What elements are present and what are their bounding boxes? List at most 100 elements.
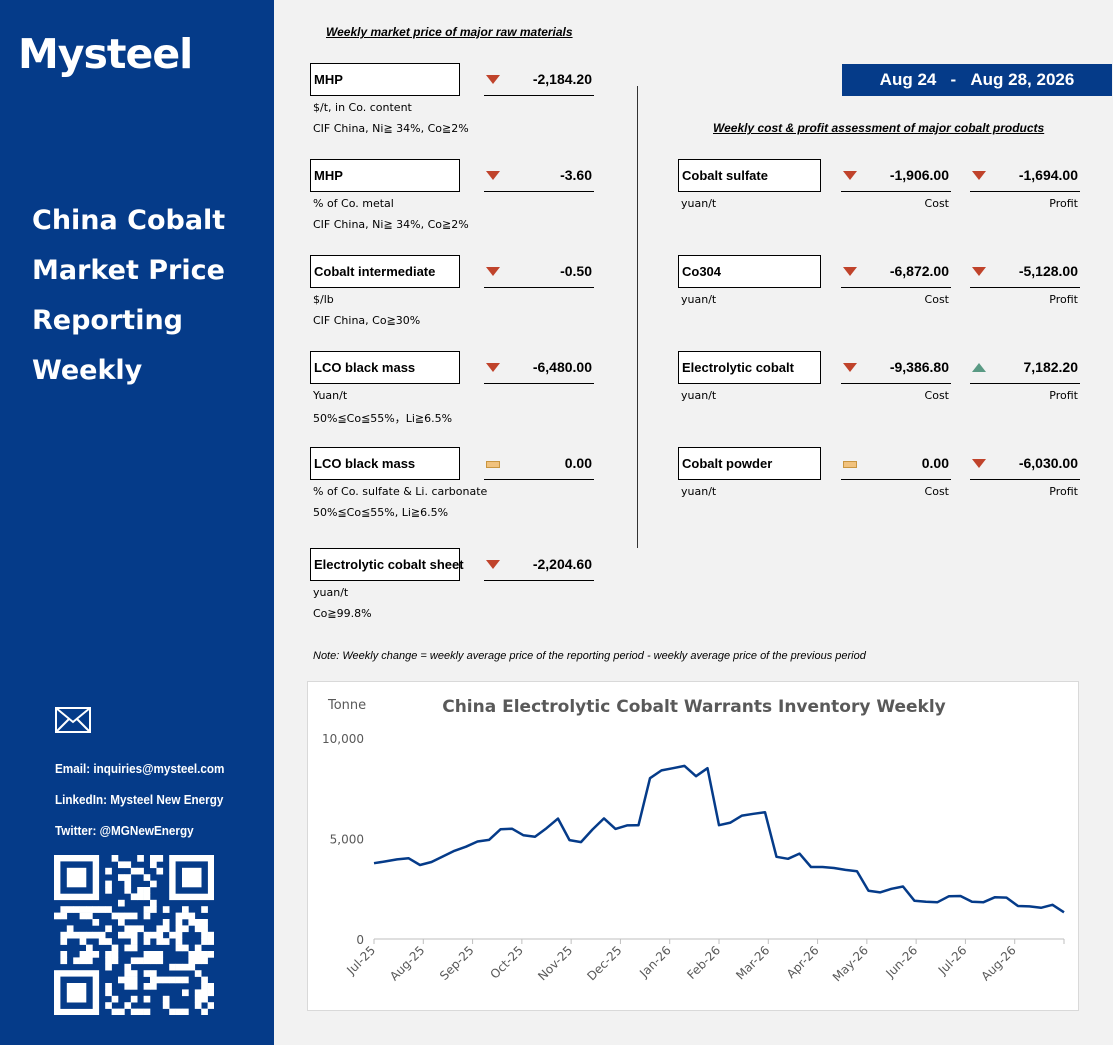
raw-material-name: Electrolytic cobalt sheet	[310, 548, 464, 581]
trend-flat-icon	[843, 459, 857, 469]
chart-title: China Electrolytic Cobalt Warrants Inven…	[442, 697, 946, 717]
cost-label: Cost	[924, 293, 949, 306]
product-cost-change: 0.00	[841, 447, 951, 480]
chart-x-tick-label: Aug-26	[979, 943, 1019, 983]
envelope-icon	[55, 707, 91, 733]
report-title-line: Reporting	[32, 305, 184, 336]
raw-material-unit: Yuan/t	[313, 389, 348, 402]
report-title-line: Weekly	[32, 355, 143, 386]
report-title: China Cobalt Market Price Reporting Week…	[32, 196, 225, 396]
trend-down-icon	[972, 171, 986, 181]
chart-y-tick-label: 10,000	[322, 732, 364, 746]
raw-material-spec: CIF China, Co≧30%	[313, 314, 421, 327]
raw-material-name: LCO black mass	[310, 447, 460, 480]
product-name: Electrolytic cobalt	[678, 351, 821, 384]
raw-material-change: -2,204.60	[484, 548, 594, 581]
chart-x-tick-label: Feb-26	[684, 943, 723, 982]
trend-down-icon	[843, 267, 857, 277]
qr-code	[54, 855, 214, 1015]
product-unit: yuan/t	[681, 293, 717, 306]
raw-material-change: -2,184.20	[484, 63, 594, 96]
raw-material-spec: 50%≦Co≦55%，Li≧6.5%	[313, 412, 453, 425]
raw-material-unit: $/t, in Co. content	[313, 101, 412, 114]
profit-label: Profit	[1049, 293, 1078, 306]
raw-material-change: -0.50	[484, 255, 594, 288]
product-unit: yuan/t	[681, 485, 717, 498]
chart-x-tick-label: Jul-26	[935, 943, 970, 978]
trend-down-icon	[486, 75, 500, 85]
product-profit-change: -6,030.00	[970, 447, 1080, 480]
raw-material-change: 0.00	[484, 447, 594, 480]
raw-material-change: -6,480.00	[484, 351, 594, 384]
product-unit: yuan/t	[681, 389, 717, 402]
chart-x-tick-label: Jun-26	[883, 943, 921, 981]
profit-label: Profit	[1049, 485, 1078, 498]
cost-label: Cost	[924, 197, 949, 210]
chart-y-tick-label: 0	[356, 933, 364, 947]
footnote: Note: Weekly change = weekly average pri…	[313, 650, 866, 662]
raw-material-unit: yuan/t	[313, 586, 349, 599]
raw-material-unit: $/lb	[313, 293, 334, 306]
raw-materials-heading: Weekly market price of major raw materia…	[326, 25, 573, 39]
product-profit-change: -1,694.00	[970, 159, 1080, 192]
raw-material-name: MHP	[310, 159, 460, 192]
chart-x-tick-label: Nov-25	[535, 943, 575, 983]
inventory-chart-svg: China Electrolytic Cobalt Warrants Inven…	[322, 697, 1065, 984]
profit-label: Profit	[1049, 389, 1078, 402]
raw-material-name: LCO black mass	[310, 351, 460, 384]
raw-material-spec: CIF China, Ni≧ 34%, Co≧2%	[313, 218, 469, 231]
raw-material-unit: % of Co. sulfate & Li. carbonate	[313, 485, 488, 498]
twitter-link[interactable]: Twitter: @MGNewEnergy	[55, 823, 194, 838]
trend-down-icon	[486, 363, 500, 373]
cost-profit-heading: Weekly cost & profit assessment of major…	[713, 121, 1045, 135]
trend-down-icon	[486, 267, 500, 277]
cost-label: Cost	[924, 389, 949, 402]
chart-y-axis-label: Tonne	[327, 698, 366, 713]
trend-down-icon	[486, 560, 500, 570]
trend-down-icon	[486, 171, 500, 181]
trend-down-icon	[972, 459, 986, 469]
date-separator: -	[950, 70, 957, 89]
trend-flat-icon	[486, 459, 500, 469]
cost-label: Cost	[924, 485, 949, 498]
product-profit-change: -5,128.00	[970, 255, 1080, 288]
chart-x-tick-label: Jan-26	[636, 943, 674, 981]
raw-material-change: -3.60	[484, 159, 594, 192]
linkedin-link[interactable]: LinkedIn: Mysteel New Energy	[55, 792, 224, 807]
trend-up-icon	[972, 363, 986, 373]
chart-y-tick-label: 5,000	[330, 833, 364, 847]
profit-label: Profit	[1049, 197, 1078, 210]
raw-material-name: MHP	[310, 63, 460, 96]
chart-x-tick-label: Oct-25	[488, 943, 526, 981]
column-divider	[637, 86, 638, 548]
report-title-line: Market Price	[32, 255, 225, 286]
product-name: Co304	[678, 255, 821, 288]
date-range-badge: Aug 24 - Aug 28, 2026	[842, 64, 1112, 96]
date-end: Aug 28, 2026	[970, 70, 1075, 89]
raw-material-spec: Co≧99.8%	[313, 607, 372, 620]
report-title-line: China Cobalt	[32, 205, 226, 236]
raw-material-unit: % of Co. metal	[313, 197, 394, 210]
inventory-chart: China Electrolytic Cobalt Warrants Inven…	[307, 681, 1079, 1011]
raw-material-spec: 50%≦Co≦55%, Li≧6.5%	[313, 506, 449, 519]
raw-material-name: Cobalt intermediate	[310, 255, 460, 288]
chart-x-tick-label: Mar-26	[733, 943, 772, 982]
raw-material-spec: CIF China, Ni≧ 34%, Co≧2%	[313, 122, 469, 135]
chart-x-tick-label: Sep-25	[437, 943, 477, 983]
email-link[interactable]: Email: inquiries@mysteel.com	[55, 761, 225, 776]
mysteel-logo: Mysteel	[18, 30, 193, 78]
product-cost-change: -6,872.00	[841, 255, 951, 288]
product-name: Cobalt sulfate	[678, 159, 821, 192]
chart-x-tick-label: Dec-25	[584, 943, 624, 983]
chart-x-tick-label: Jul-25	[343, 943, 378, 978]
date-start: Aug 24	[879, 70, 937, 89]
sidebar: Mysteel China Cobalt Market Price Report…	[0, 0, 274, 1045]
product-cost-change: -9,386.80	[841, 351, 951, 384]
product-unit: yuan/t	[681, 197, 717, 210]
chart-x-tick-label: May-26	[830, 943, 871, 984]
trend-down-icon	[972, 267, 986, 277]
chart-x-tick-label: Apr-26	[784, 943, 822, 981]
product-name: Cobalt powder	[678, 447, 821, 480]
trend-down-icon	[843, 171, 857, 181]
inventory-series-line	[373, 764, 1065, 914]
